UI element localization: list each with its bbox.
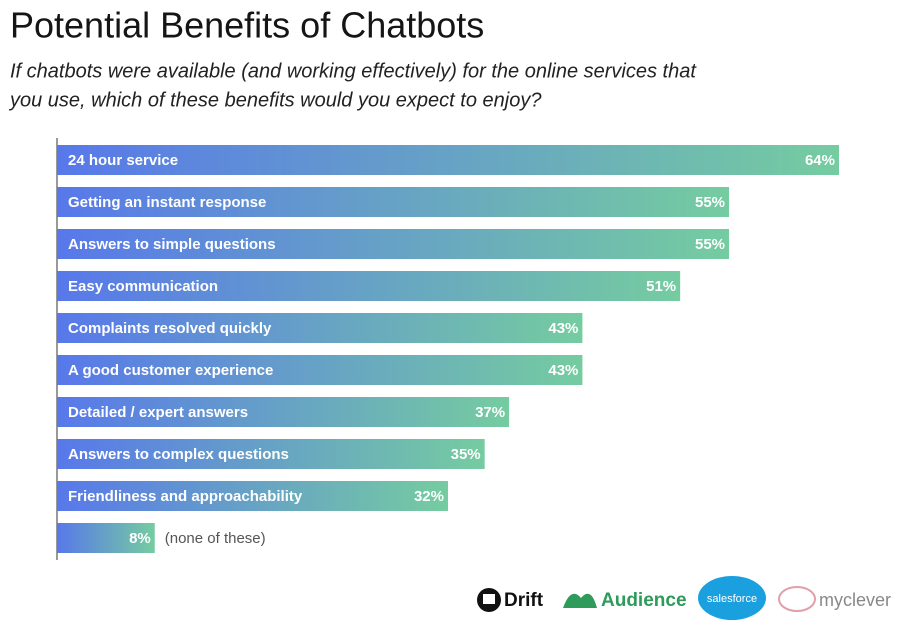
category-label: Answers to simple questions [68,236,276,253]
category-label: A good customer experience [68,362,273,379]
value-label: 32% [414,488,444,505]
category-label: 24 hour service [68,152,178,169]
value-label: 8% [129,530,151,547]
bar [57,397,510,427]
value-label: 43% [548,320,578,337]
value-label: 55% [695,236,725,253]
bar [57,439,485,469]
category-label: Complaints resolved quickly [68,320,272,337]
value-label: 43% [548,362,578,379]
category-label: (none of these) [165,530,266,547]
value-label: 51% [646,278,676,295]
bar [57,271,681,301]
drift-icon [483,594,495,604]
bar [57,481,448,511]
bar [57,355,583,385]
value-label: 37% [475,404,505,421]
logo-text: myclever [819,590,891,610]
chart-subtitle: you use, which of these benefits would y… [8,89,542,111]
bar [57,523,155,553]
value-label: 64% [805,152,835,169]
category-label: Easy communication [68,278,218,295]
logos: Drift Audience salesforce myclever [477,576,891,620]
bar [57,187,730,217]
value-label: 55% [695,194,725,211]
logo-text: Drift [504,590,544,611]
bar [57,145,839,175]
logo-text: salesforce [707,593,757,605]
chart-subtitle: If chatbots were available (and working … [10,60,697,82]
value-label: 35% [451,446,481,463]
logo-text: Audience [601,590,687,611]
category-label: Answers to complex questions [68,446,289,463]
salesforce-cloud [698,576,766,620]
category-label: Getting an instant response [68,194,266,211]
bar [57,229,730,259]
category-label: Friendliness and approachability [68,488,303,505]
bar [57,313,583,343]
chart-title: Potential Benefits of Chatbots [10,5,484,46]
category-label: Detailed / expert answers [68,404,248,421]
myclever-icon [778,586,816,612]
audience-icon [563,593,597,608]
